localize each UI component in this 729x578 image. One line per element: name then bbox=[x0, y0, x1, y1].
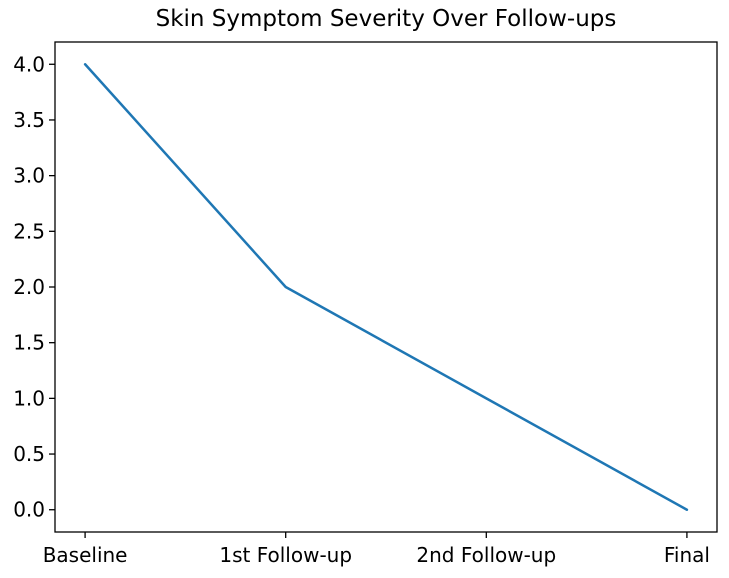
data-series bbox=[83, 63, 689, 511]
y-axis-labels: 0.0 0.5 1.0 1.5 2.0 2.5 3.0 3.5 4.0 bbox=[13, 52, 45, 521]
x-tick-label: Baseline bbox=[43, 543, 128, 567]
y-tick-label: 0.0 bbox=[13, 498, 45, 522]
x-axis-ticks bbox=[84, 532, 688, 538]
x-tick-label: 1st Follow-up bbox=[219, 543, 352, 567]
x-tick-label: 2nd Follow-up bbox=[416, 543, 556, 567]
y-tick-label: 3.0 bbox=[13, 164, 45, 188]
y-tick-label: 1.0 bbox=[13, 386, 45, 410]
y-tick-label: 1.5 bbox=[13, 331, 45, 355]
chart-title: Skin Symptom Severity Over Follow-ups bbox=[155, 6, 617, 32]
plot-frame bbox=[54, 41, 718, 533]
severity-line bbox=[83, 63, 689, 511]
x-tick-label: Final bbox=[664, 543, 710, 567]
y-tick-label: 3.5 bbox=[13, 108, 45, 132]
axes-spines bbox=[54, 41, 718, 533]
y-tick-label: 2.5 bbox=[13, 219, 45, 243]
y-tick-label: 0.5 bbox=[13, 442, 45, 466]
y-tick-label: 2.0 bbox=[13, 275, 45, 299]
y-axis-ticks bbox=[49, 63, 55, 511]
x-axis-labels: Baseline 1st Follow-up 2nd Follow-up Final bbox=[43, 543, 710, 567]
y-tick-label: 4.0 bbox=[13, 52, 45, 76]
